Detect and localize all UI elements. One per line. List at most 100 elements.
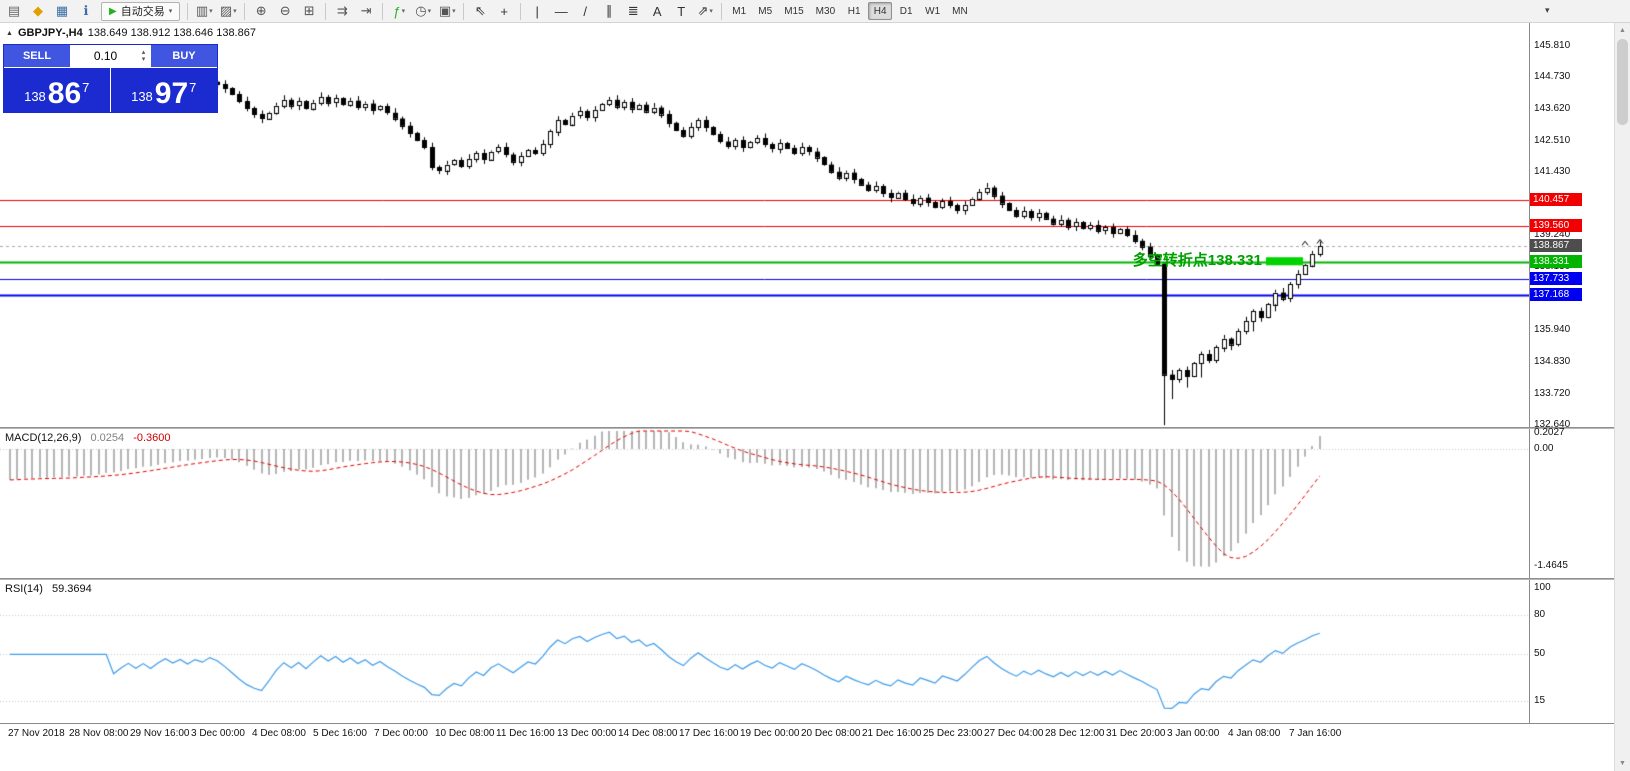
- timeframe-d1-button[interactable]: D1: [894, 2, 918, 20]
- rsi-axis-label: 15: [1534, 694, 1546, 706]
- chevron-down-icon: ▾: [709, 8, 713, 15]
- timeframe-m30-button[interactable]: M30: [811, 2, 840, 20]
- time-axis-label: 5 Dec 16:00: [313, 728, 367, 739]
- meta-editor-icon[interactable]: ◆: [26, 1, 50, 22]
- macd-canvas[interactable]: [0, 429, 1529, 578]
- time-axis-label: 27 Nov 2018: [8, 728, 65, 739]
- rsi-name: RSI(14): [5, 583, 43, 595]
- toolbar-overflow-icon[interactable]: ▾: [1545, 5, 1550, 15]
- price-axis-label: 144.730: [1534, 71, 1571, 83]
- periods-icon[interactable]: ◷ ▾: [411, 1, 435, 22]
- price-axis-label: 134.830: [1534, 356, 1571, 368]
- sell-price[interactable]: 138 86 7: [4, 68, 111, 112]
- price-axis-label: 145.810: [1534, 40, 1571, 52]
- periods-icon: ◷: [415, 3, 427, 18]
- buy-price-pip: 7: [189, 80, 197, 95]
- navigator-icon[interactable]: ℹ: [74, 1, 98, 22]
- templates-icon[interactable]: ▣ ▾: [435, 1, 459, 22]
- profiles-icon[interactable]: ▨ ▾: [216, 1, 240, 22]
- crosshair-icon: +: [500, 3, 509, 19]
- arrows-icon[interactable]: ⇗ ▾: [693, 1, 717, 22]
- scroll-up-icon[interactable]: ▲: [1619, 27, 1626, 34]
- panel-splitter[interactable]: [0, 578, 1614, 580]
- timeframe-h4-button[interactable]: H4: [868, 2, 893, 20]
- buy-price-main: 97: [154, 77, 189, 110]
- price-axis[interactable]: 145.810 144.730 143.620 142.510 141.430 139.2…: [1529, 23, 1614, 431]
- macd-axis[interactable]: 0.2027 0.00 -1.4645: [1529, 427, 1614, 578]
- new-order-icon: ▤: [7, 3, 21, 18]
- vertical-scrollbar[interactable]: ▲ ▼: [1614, 23, 1630, 771]
- price-chart-panel: ▲ GBPJPY-,H4 138.649 138.912 138.646 138…: [0, 23, 1529, 427]
- turning-point-annotation: 多空转折点138.331: [1132, 251, 1262, 269]
- price-axis-label: 143.620: [1534, 103, 1571, 115]
- sell-button[interactable]: SELL: [4, 45, 70, 67]
- main-toolbar: ▤ ◆ ▦ ℹ ▶ 自动交易 ▾ ▥ ▾ ▨ ▾ ⊕ ⊖ ⊞ ⇉ ⇥ ƒ ▾ ◷ ▾ ▣ ▾ ⇖ + | — / ∥ ≣ A T ⇗ ▾ M1 M5…: [0, 0, 1630, 23]
- ohlc-readout: 138.649 138.912 138.646 138.867: [87, 27, 256, 39]
- timeframe-w1-button[interactable]: W1: [920, 2, 945, 20]
- auto-scroll-icon[interactable]: ⇉: [330, 1, 354, 22]
- toolbar-separator: [325, 2, 327, 20]
- timeframe-m5-button[interactable]: M5: [753, 2, 777, 20]
- fibonacci-icon[interactable]: ≣: [621, 1, 645, 22]
- price-level-badge: 140.457: [1530, 193, 1582, 207]
- vertical-line-icon: |: [535, 3, 539, 19]
- rsi-axis[interactable]: 100 80 50 15: [1529, 580, 1614, 723]
- zoom-in-icon: ⊕: [255, 3, 267, 18]
- new-chart-icon[interactable]: ▥ ▾: [192, 1, 216, 22]
- time-axis-label: 3 Jan 00:00: [1167, 728, 1220, 739]
- zoom-out-icon[interactable]: ⊖: [273, 1, 297, 22]
- chart-shift-icon[interactable]: ⇥: [354, 1, 378, 22]
- scrollbar-thumb[interactable]: [1617, 39, 1628, 125]
- panel-splitter[interactable]: [0, 427, 1614, 429]
- toolbar-separator: [520, 2, 522, 20]
- buy-price[interactable]: 138 97 7: [111, 68, 218, 112]
- time-axis[interactable]: 27 Nov 2018 28 Nov 08:00 29 Nov 16:00 3 Dec…: [0, 723, 1614, 745]
- volume-stepper[interactable]: ▴ ▾: [71, 45, 150, 67]
- scroll-down-icon[interactable]: ▼: [1619, 760, 1626, 767]
- chart-shift-icon: ⇥: [360, 3, 372, 18]
- time-axis-label: 17 Dec 16:00: [679, 728, 739, 739]
- chevron-down-icon: ▾: [233, 8, 237, 15]
- vertical-line-icon[interactable]: |: [525, 1, 549, 22]
- time-axis-label: 29 Nov 16:00: [130, 728, 190, 739]
- timeframe-mn-button[interactable]: MN: [947, 2, 973, 20]
- price-level-badge: 139.560: [1530, 219, 1582, 233]
- volume-input[interactable]: [71, 48, 150, 64]
- label-icon[interactable]: T: [669, 1, 693, 22]
- rsi-canvas[interactable]: [0, 580, 1529, 723]
- crosshair-icon[interactable]: +: [492, 1, 516, 22]
- zoom-in-icon[interactable]: ⊕: [249, 1, 273, 22]
- tile-windows-icon[interactable]: ⊞: [297, 1, 321, 22]
- price-axis-label: 139.240: [1534, 229, 1571, 241]
- price-axis-label: 133.720: [1534, 388, 1571, 400]
- macd-name: MACD(12,26,9): [5, 432, 82, 444]
- cursor-icon[interactable]: ⇖: [468, 1, 492, 22]
- macd-value: 0.0254: [90, 432, 125, 444]
- market-watch-icon[interactable]: ▦: [50, 1, 74, 22]
- chevron-down-icon: ▾: [427, 8, 432, 15]
- channel-icon[interactable]: ∥: [597, 1, 621, 22]
- text-icon[interactable]: A: [645, 1, 669, 22]
- buy-price-prefix: 138: [131, 89, 153, 104]
- collapse-icon[interactable]: ▲: [6, 29, 13, 37]
- volume-up-icon[interactable]: ▴: [141, 49, 146, 56]
- price-chart-canvas[interactable]: [0, 23, 1529, 427]
- price-axis-label: 132.640: [1534, 419, 1571, 431]
- new-order-icon[interactable]: ▤: [2, 1, 26, 22]
- time-axis-label: 21 Dec 16:00: [862, 728, 922, 739]
- indicators-icon[interactable]: ƒ ▾: [387, 1, 411, 22]
- timeframe-h1-button[interactable]: H1: [842, 2, 866, 20]
- price-level-badge: 137.733: [1530, 271, 1582, 285]
- volume-down-icon[interactable]: ▾: [141, 56, 146, 63]
- auto-trading-button[interactable]: ▶ 自动交易 ▾: [101, 1, 181, 21]
- trendline-icon[interactable]: /: [573, 1, 597, 22]
- rsi-value: 59.3694: [51, 583, 92, 595]
- horizontal-line-icon[interactable]: —: [549, 1, 573, 22]
- toolbar-separator: [244, 2, 246, 20]
- timeframe-m15-button[interactable]: M15: [779, 2, 808, 20]
- channel-icon: ∥: [605, 3, 613, 18]
- timeframe-m1-button[interactable]: M1: [727, 2, 751, 20]
- buy-button[interactable]: BUY: [151, 45, 217, 67]
- rsi-panel: RSI(14) 59.3694: [0, 580, 1529, 723]
